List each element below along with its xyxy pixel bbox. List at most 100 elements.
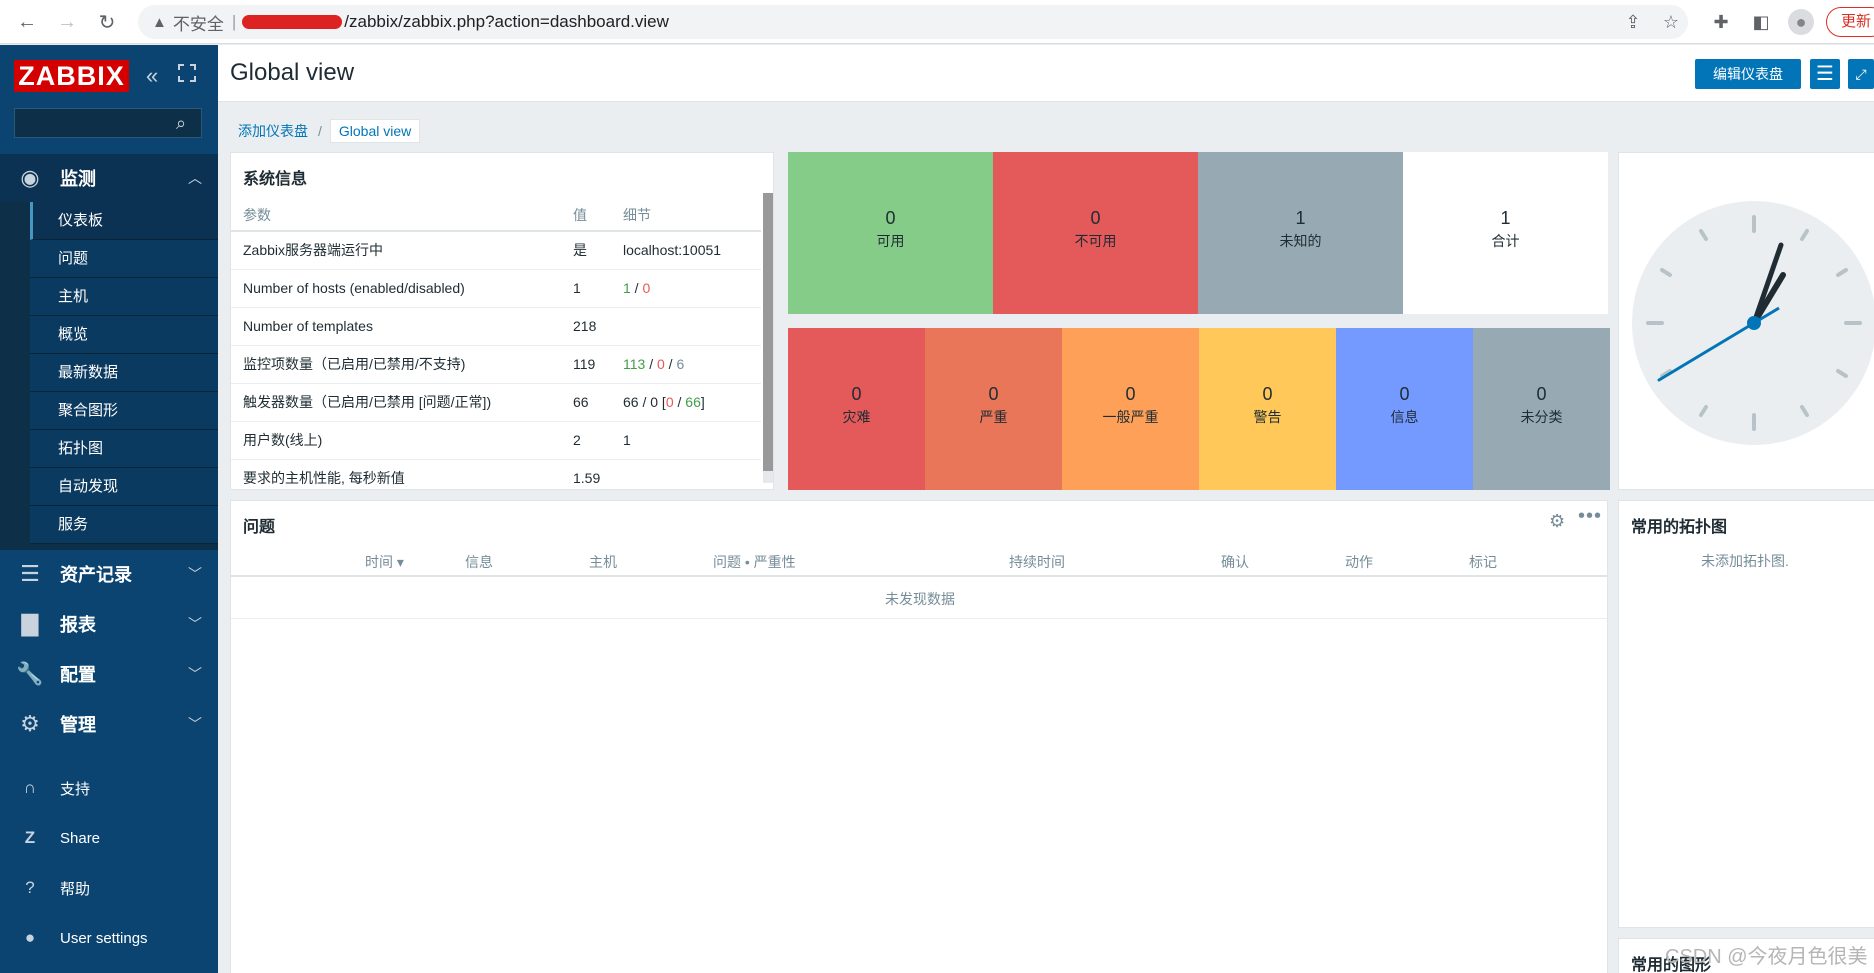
clock-second-hand xyxy=(1657,321,1756,382)
breadcrumb-separator: / xyxy=(318,123,322,139)
menu-share-label: Share xyxy=(60,829,101,847)
submenu-item-dashboard[interactable]: 仪表板 xyxy=(30,202,218,240)
menu-share[interactable]: Z Share xyxy=(0,818,218,858)
problems-title: 问题 xyxy=(243,519,276,536)
more-options-icon[interactable]: ••• xyxy=(1578,505,1603,527)
column-header-actions: 动作 xyxy=(1345,554,1373,570)
column-header: 参数 xyxy=(231,199,561,232)
submenu-item-latest-data[interactable]: 最新数据 xyxy=(30,354,218,392)
severity-information[interactable]: 0 信息 xyxy=(1336,328,1473,490)
menu-support[interactable]: ∩ 支持 xyxy=(0,768,218,808)
scrollbar-thumb[interactable] xyxy=(763,193,773,471)
submenu-item-maps[interactable]: 拓扑图 xyxy=(30,430,218,468)
menu-administration-label: 管理 xyxy=(60,715,96,735)
ok-count: 66 xyxy=(685,394,701,410)
table-row: 监控项数量（已启用/已禁用/不支持) 119 113 / 0 / 6 xyxy=(231,345,761,384)
actions-menu-button[interactable]: ☰ xyxy=(1810,59,1840,89)
collapse-sidebar-icon[interactable]: « xyxy=(146,63,159,88)
severity-warning[interactable]: 0 警告 xyxy=(1199,328,1336,490)
param-cell: Number of hosts (enabled/disabled) xyxy=(231,269,561,308)
submenu-item-screens[interactable]: 聚合图形 xyxy=(30,392,218,430)
extensions-icon[interactable]: ✚ xyxy=(1713,11,1729,32)
watermark: CSDN @今夜月色很美 xyxy=(1665,946,1868,968)
severity-label: 警告 xyxy=(1253,409,1282,425)
help-icon: ? xyxy=(25,878,35,897)
side-panel-icon[interactable]: ◧ xyxy=(1752,11,1770,32)
problems-table-header: 时间 ▾ 信息 主机 问题 • 严重性 持续时间 确认 动作 标记 xyxy=(231,543,1607,577)
host-availability-unknown[interactable]: 1 未知的 xyxy=(1198,152,1403,314)
severity-label: 未分类 xyxy=(1520,409,1563,425)
submenu-item-overview[interactable]: 概览 xyxy=(30,316,218,354)
host-availability-available[interactable]: 0 可用 xyxy=(788,152,993,314)
share-icon: Z xyxy=(24,828,36,847)
table-row: 用户数(线上) 2 1 xyxy=(231,421,761,460)
details-cell: 66 / 0 [0 / 66] xyxy=(611,383,761,422)
bracket-close: ] xyxy=(700,394,705,410)
severity-disaster[interactable]: 0 灾难 xyxy=(788,328,925,490)
warning-icon: ▲ xyxy=(152,13,167,31)
menu-inventory-label: 资产记录 xyxy=(60,565,132,585)
menu-monitoring[interactable]: ◉ 监测 ︿ xyxy=(0,154,218,202)
menu-inventory[interactable]: ☰ 资产记录 ﹀ xyxy=(0,550,218,598)
menu-user-settings-label: User settings xyxy=(60,929,148,947)
severity-count: 0 xyxy=(988,384,999,404)
column-header-duration: 持续时间 xyxy=(1009,554,1065,570)
severity-count: 0 xyxy=(1399,384,1410,404)
breadcrumb: 添加仪表盘 / Global view xyxy=(230,118,421,144)
menu-support-label: 支持 xyxy=(60,780,91,798)
share-page-icon[interactable]: ⇪ xyxy=(1625,11,1641,32)
bar-chart-icon: ▇ xyxy=(21,611,39,636)
enabled-count: 1 xyxy=(623,280,631,296)
severity-average[interactable]: 0 一般严重 xyxy=(1062,328,1199,490)
param-cell: Number of templates xyxy=(231,307,561,346)
back-icon[interactable]: ← xyxy=(17,10,37,33)
address-bar[interactable]: ▲ 不安全 | /zabbix/zabbix.php?action=dashbo… xyxy=(138,5,1688,39)
user-icon: ● xyxy=(24,928,36,947)
eye-icon: ◉ xyxy=(20,165,40,190)
page-title: Global view xyxy=(230,59,355,86)
severity-count: 0 xyxy=(1125,384,1136,404)
bookmark-star-icon[interactable]: ☆ xyxy=(1662,11,1680,32)
value-cell: 218 xyxy=(561,307,611,346)
menu-configuration[interactable]: 🔧 配置 ﹀ xyxy=(0,650,218,698)
breadcrumb-current[interactable]: Global view xyxy=(329,119,421,143)
sidebar-search-input[interactable] xyxy=(14,108,202,138)
disabled-count: 0 xyxy=(657,356,665,372)
host-availability-unavailable[interactable]: 0 不可用 xyxy=(993,152,1198,314)
menu-help-label: 帮助 xyxy=(60,880,91,898)
unsupported-count: 6 xyxy=(676,356,685,372)
chevron-down-icon: ﹀ xyxy=(188,566,202,582)
kiosk-mode-button[interactable]: ⤢ xyxy=(1848,59,1874,89)
gear-icon[interactable]: ⚙ xyxy=(1549,511,1566,531)
update-button[interactable]: 更新 xyxy=(1826,7,1874,37)
column-header-time[interactable]: 时间 ▾ xyxy=(365,554,404,570)
submenu-item-discovery[interactable]: 自动发现 xyxy=(30,468,218,506)
forward-icon[interactable]: → xyxy=(57,10,77,33)
submenu-item-services[interactable]: 服务 xyxy=(30,506,218,544)
details-cell: 1 / 0 xyxy=(611,269,761,308)
breadcrumb-dashboards[interactable]: 添加仪表盘 xyxy=(238,123,308,139)
hide-sidebar-icon[interactable] xyxy=(178,64,196,82)
submenu-item-problems[interactable]: 问题 xyxy=(30,240,218,278)
list-icon: ☰ xyxy=(20,561,40,586)
severity-not-classified[interactable]: 0 未分类 xyxy=(1473,328,1610,490)
search-icon[interactable]: ⌕ xyxy=(176,113,187,133)
menu-administration[interactable]: ⚙ 管理 ﹀ xyxy=(0,700,218,748)
zabbix-logo[interactable]: ZABBIX xyxy=(14,60,129,92)
security-label: 不安全 xyxy=(172,14,224,34)
menu-reports[interactable]: ▇ 报表 ﹀ xyxy=(0,600,218,648)
submenu-item-hosts[interactable]: 主机 xyxy=(30,278,218,316)
profile-icon[interactable]: ● xyxy=(1788,9,1814,35)
details-cell xyxy=(611,307,761,346)
host-availability-total[interactable]: 1 合计 xyxy=(1403,152,1608,314)
menu-user-settings[interactable]: ● User settings xyxy=(0,918,218,958)
menu-help[interactable]: ? 帮助 xyxy=(0,868,218,908)
enabled-count: 113 xyxy=(623,356,646,372)
edit-dashboard-button[interactable]: 编辑仪表盘 xyxy=(1695,59,1801,89)
severity-label: 一般严重 xyxy=(1102,409,1159,425)
severity-high[interactable]: 0 严重 xyxy=(925,328,1062,490)
favourite-maps-widget: 常用的拓扑图 未添加拓扑图. xyxy=(1618,500,1874,928)
reload-icon[interactable]: ↻ xyxy=(98,11,116,34)
menu-monitoring-label: 监测 xyxy=(60,169,96,189)
param-cell: 触发器数量（已启用/已禁用 [问题/正常]) xyxy=(231,383,561,422)
